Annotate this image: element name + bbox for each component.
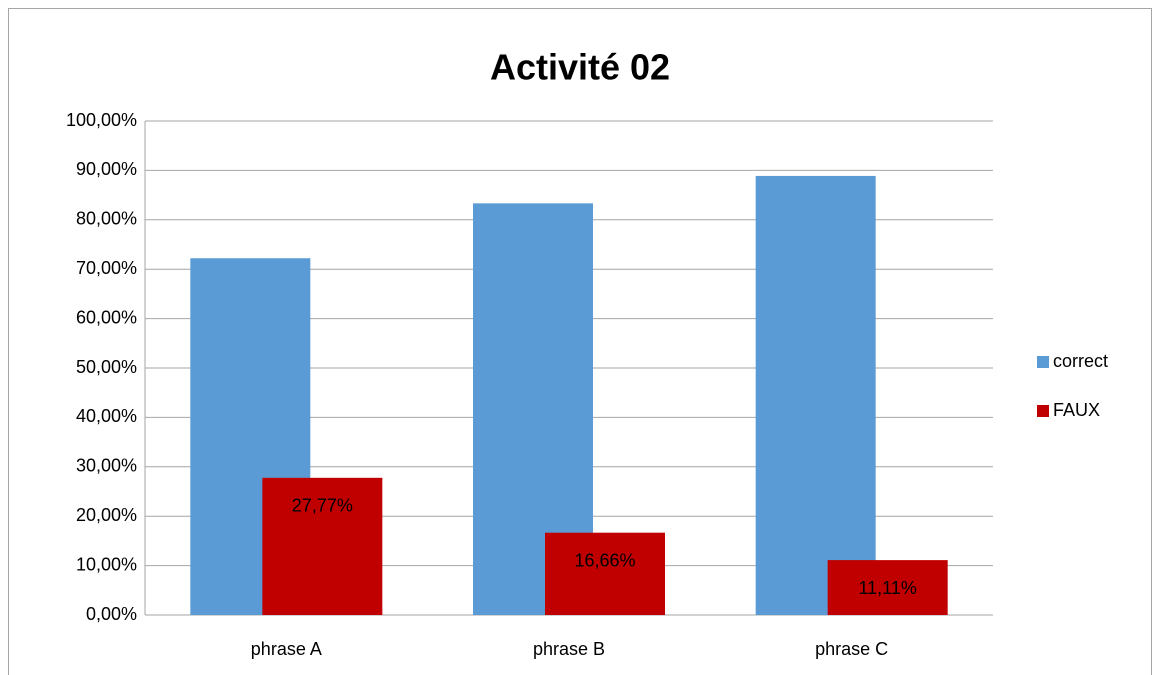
legend-swatch [1037,405,1049,417]
y-tick-label: 30,00% [76,456,137,476]
y-tick-label: 40,00% [76,406,137,426]
legend-label: FAUX [1053,400,1100,420]
chart-frame [8,8,1152,675]
bar [827,560,948,615]
y-tick-label: 10,00% [76,554,137,574]
y-tick-label: 70,00% [76,258,137,278]
legend-swatch [1037,356,1049,368]
bar [755,175,876,615]
y-tick-label: 50,00% [76,357,137,377]
x-tick-label: phrase C [815,639,888,659]
y-tick-label: 90,00% [76,159,137,179]
chart-title: Activité 02 [490,47,670,88]
y-tick-label: 80,00% [76,209,137,229]
x-tick-label: phrase B [533,639,605,659]
y-tick-label: 20,00% [76,505,137,525]
y-tick-label: 100,00% [66,110,137,130]
y-tick-label: 60,00% [76,307,137,327]
legend-label: correct [1053,351,1108,371]
data-label: 16,66% [574,550,635,570]
x-tick-label: phrase A [251,639,322,659]
bar [545,532,665,615]
bar [262,477,383,615]
y-tick-label: 0,00% [86,604,137,624]
data-label: 11,11% [858,578,916,598]
data-label: 27,77% [292,496,353,516]
